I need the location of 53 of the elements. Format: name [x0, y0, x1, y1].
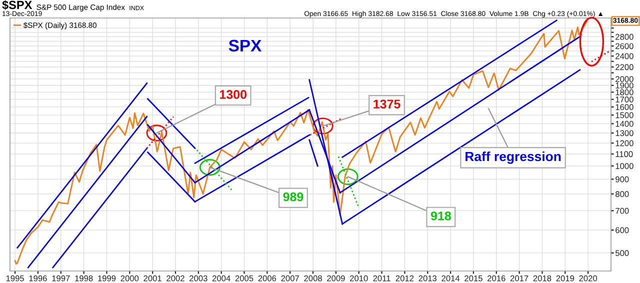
- y-tick-label: 2200: [616, 64, 634, 70]
- x-tick-label: 1996: [29, 275, 47, 282]
- x-tick-label: 2009: [327, 275, 345, 282]
- y-tick-label: 600: [616, 227, 629, 234]
- x-tick-label: 2005: [235, 275, 254, 282]
- y-tick-label: 1400: [616, 120, 634, 127]
- y-tick-label: 2600: [616, 43, 634, 50]
- y-tick-label: 1200: [616, 140, 634, 146]
- x-tick-label: 2020: [579, 275, 598, 282]
- x-tick-label: 2004: [212, 275, 230, 282]
- annotation: 918: [430, 211, 451, 220]
- x-tick-label: 1999: [98, 275, 116, 282]
- x-tick-label: 2017: [510, 275, 528, 282]
- x-tick-label: 2008: [304, 275, 322, 282]
- y-tick-label: 700: [616, 208, 629, 214]
- x-tick-label: 2011: [373, 275, 390, 282]
- y-tick-label: 2800: [616, 34, 634, 40]
- y-tick-label: 800: [616, 191, 629, 198]
- x-tick-label: 1995: [6, 275, 24, 282]
- x-tick-label: 2003: [190, 275, 208, 282]
- x-tick-label: 2019: [556, 275, 574, 282]
- annotation: SPX: [228, 40, 262, 52]
- y-tick-label: 1600: [616, 104, 634, 110]
- chart-title: $SPX: [2, 0, 32, 10]
- x-tick-label: 2015: [464, 275, 482, 282]
- x-tick-label: 2012: [396, 275, 414, 282]
- annotation: Raff regression: [466, 151, 561, 164]
- x-tick-label: 2002: [166, 275, 184, 282]
- x-tick-label: 2007: [281, 275, 299, 282]
- y-tick-label: 1800: [616, 89, 634, 96]
- x-tick-label: 2018: [533, 275, 552, 282]
- y-tick-label: 500: [616, 250, 629, 256]
- x-tick-label: 2010: [350, 275, 368, 282]
- y-tick-label: 1100: [616, 151, 633, 158]
- x-tick-label: 2014: [442, 275, 460, 282]
- y-tick-label: 2400: [616, 53, 634, 60]
- y-tick-label: 1300: [616, 130, 634, 136]
- y-tick-label: 1000: [616, 163, 634, 170]
- x-tick-label: 2001: [144, 275, 162, 282]
- annotation: 1300: [220, 90, 246, 99]
- y-tick-label: 2000: [616, 76, 634, 82]
- y-tick-label: 1500: [616, 112, 634, 118]
- x-tick-label: 2000: [120, 275, 139, 282]
- x-tick-label: 1998: [75, 275, 93, 282]
- y-tick-label: 1700: [616, 96, 634, 102]
- x-tick-label: 2006: [258, 275, 276, 282]
- annotation: 989: [283, 192, 304, 202]
- y-tick-label: 1900: [616, 82, 634, 88]
- annotation: 1375: [374, 100, 400, 109]
- x-tick-label: 1997: [52, 275, 70, 282]
- x-tick-label: 2013: [418, 275, 437, 282]
- y-tick-label: 900: [616, 176, 629, 182]
- x-tick-label: 2016: [488, 275, 506, 282]
